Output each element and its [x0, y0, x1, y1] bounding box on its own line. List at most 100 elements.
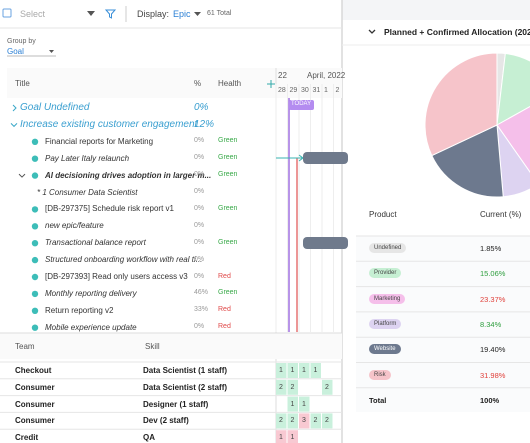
staff-count: 2: [325, 417, 329, 425]
current-value: 8.34%: [480, 319, 502, 329]
header-title: Title: [15, 79, 30, 88]
staffing-header-bg: [0, 333, 342, 359]
status-dot: [31, 155, 39, 162]
team: Consumer: [15, 416, 55, 426]
row-health: Green: [218, 137, 238, 145]
staff-cell: [310, 363, 321, 378]
staff-cell: [276, 413, 287, 429]
team: Checkout: [15, 366, 52, 375]
row-percent: 0%: [194, 221, 205, 229]
row-title[interactable]: Pay Later Italy relaunch: [45, 153, 130, 163]
status-dot: [31, 324, 39, 331]
total: 61 Total: [207, 10, 232, 17]
row-title[interactable]: Mobile experience update: [45, 322, 137, 332]
allocation-title: Planned + Confirmed Allocation (2022/03/…: [384, 27, 530, 37]
chevron: [368, 29, 376, 34]
row-percent: 0%: [194, 323, 205, 331]
staff-cell: [299, 396, 310, 412]
select[interactable]: Select: [20, 9, 46, 19]
right-panel-top: [342, 0, 530, 20]
add-icon: [267, 80, 275, 88]
product-badge: Undefined: [369, 243, 407, 253]
staff-cell: [287, 396, 298, 412]
status-dot: [31, 223, 39, 230]
staff-cell: [287, 379, 298, 395]
skill: Dev (2 staff): [143, 416, 189, 426]
staff-count: 1: [302, 400, 306, 408]
product-badge: Provider: [369, 268, 402, 279]
skill: Data Scientist (2 staff): [143, 382, 228, 392]
row-health: Green: [218, 204, 238, 212]
row-health: Red: [218, 306, 231, 314]
row-percent: 0%: [194, 238, 205, 246]
row-percent: 0%: [194, 255, 205, 263]
staff-cell: [287, 363, 298, 378]
staff-count: 2: [313, 417, 318, 425]
status-dot: [31, 290, 39, 298]
staff-count: 1: [290, 434, 295, 442]
row-health: Green: [218, 289, 238, 297]
staffing-skill-header: Skill: [145, 342, 160, 351]
skill: Data Scientist (1 staff): [143, 366, 228, 375]
row-title[interactable]: [DB-297375] Schedule risk report v1: [45, 204, 174, 214]
staff-cell: [287, 413, 298, 429]
status-dot: [31, 273, 39, 281]
row-title[interactable]: Monthly reporting delivery: [45, 288, 137, 298]
row-title[interactable]: Financial reports for Marketing: [45, 136, 154, 146]
status-dot: [31, 307, 39, 314]
chevron: [12, 104, 17, 112]
current-value: 31.98%: [480, 370, 506, 380]
caret: [194, 12, 201, 16]
staff-cell: [299, 413, 310, 429]
prev-month: 22: [278, 71, 287, 80]
row-title[interactable]: Return reporting v2: [45, 305, 114, 315]
team: Consumer: [15, 382, 55, 392]
month: April, 2022: [307, 71, 346, 80]
staff-count: 3: [302, 417, 306, 425]
row-title[interactable]: Structured onboarding workflow with real…: [45, 255, 203, 265]
group-by-value[interactable]: Goal: [7, 47, 24, 56]
staff-count: 1: [279, 434, 283, 442]
total-label: Total: [369, 395, 387, 405]
row-percent: 0%: [194, 188, 205, 195]
chevron: [10, 123, 18, 128]
today-badge: [289, 100, 314, 110]
row-title[interactable]: [DB-297393] Read only users access v3: [45, 272, 188, 281]
row-title[interactable]: AI decisioning drives adoption in larger…: [45, 170, 212, 180]
row-percent: 0%: [194, 204, 205, 212]
status-dot: [31, 172, 39, 179]
day: 28: [278, 87, 286, 94]
product-header: Product: [369, 210, 397, 219]
current-value: 15.06%: [480, 269, 506, 279]
row-percent: 0%: [194, 102, 209, 113]
gantt-bar: [303, 237, 348, 249]
row-percent: 46%: [194, 289, 209, 297]
row-health: Green: [218, 171, 238, 179]
row-title[interactable]: Transactional balance report: [45, 238, 146, 248]
display-label: Display:: [137, 9, 170, 19]
skill: Designer (1 staff): [143, 399, 209, 409]
staff-cell: [276, 363, 287, 378]
staff-count: 1: [313, 367, 318, 374]
staff-count: 2: [279, 383, 283, 391]
display-value[interactable]: Epic: [173, 9, 191, 19]
staff-count: 1: [302, 367, 306, 374]
status-dot: [31, 206, 39, 213]
staff-count: 1: [290, 400, 295, 408]
product-badge: Website: [369, 344, 401, 355]
row-health: Red: [218, 323, 231, 331]
team: Credit: [15, 433, 39, 443]
row-title[interactable]: * 1 Consumer Data Scientist: [37, 187, 138, 197]
today: TODAY: [291, 101, 312, 107]
table-header-bg: [7, 68, 342, 98]
caret: [49, 50, 54, 53]
staff-count: 2: [279, 417, 283, 425]
row-title[interactable]: Goal Undefined: [20, 102, 90, 113]
staff-cell: [322, 379, 333, 395]
row-title[interactable]: new epic/feature: [45, 221, 104, 231]
current-value: 23.37%: [480, 294, 506, 304]
row-percent: 0%: [194, 154, 205, 162]
row-title[interactable]: Increase existing customer engagement: [20, 118, 198, 130]
staff-count: 2: [290, 383, 295, 391]
